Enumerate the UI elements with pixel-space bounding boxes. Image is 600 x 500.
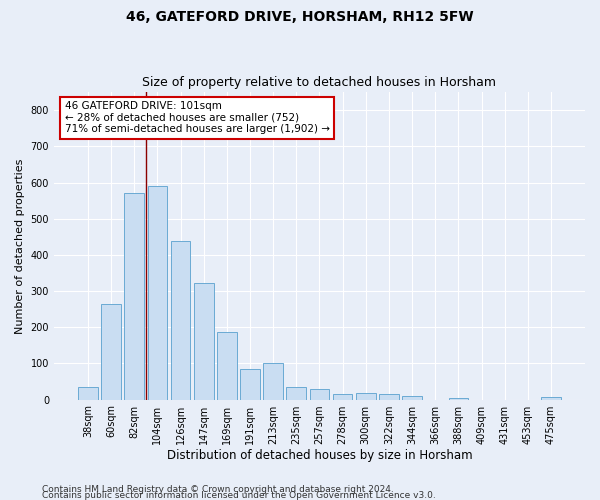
Bar bbox=[310, 388, 329, 400]
Bar bbox=[217, 332, 236, 400]
Text: Contains HM Land Registry data © Crown copyright and database right 2024.: Contains HM Land Registry data © Crown c… bbox=[42, 484, 394, 494]
Bar bbox=[124, 194, 144, 400]
Text: 46 GATEFORD DRIVE: 101sqm
← 28% of detached houses are smaller (752)
71% of semi: 46 GATEFORD DRIVE: 101sqm ← 28% of detac… bbox=[65, 102, 329, 134]
Title: Size of property relative to detached houses in Horsham: Size of property relative to detached ho… bbox=[142, 76, 496, 90]
Bar bbox=[541, 397, 561, 400]
Bar bbox=[240, 369, 260, 400]
Bar bbox=[333, 394, 352, 400]
Bar bbox=[170, 241, 190, 400]
Bar bbox=[286, 387, 306, 400]
Text: 46, GATEFORD DRIVE, HORSHAM, RH12 5FW: 46, GATEFORD DRIVE, HORSHAM, RH12 5FW bbox=[126, 10, 474, 24]
Text: Contains public sector information licensed under the Open Government Licence v3: Contains public sector information licen… bbox=[42, 490, 436, 500]
Bar bbox=[78, 387, 98, 400]
Bar bbox=[379, 394, 399, 400]
Bar bbox=[148, 186, 167, 400]
Y-axis label: Number of detached properties: Number of detached properties bbox=[15, 158, 25, 334]
Bar bbox=[449, 398, 468, 400]
Bar bbox=[101, 304, 121, 400]
Bar bbox=[402, 396, 422, 400]
Bar bbox=[356, 394, 376, 400]
Bar bbox=[263, 364, 283, 400]
X-axis label: Distribution of detached houses by size in Horsham: Distribution of detached houses by size … bbox=[167, 450, 472, 462]
Bar bbox=[194, 282, 214, 400]
